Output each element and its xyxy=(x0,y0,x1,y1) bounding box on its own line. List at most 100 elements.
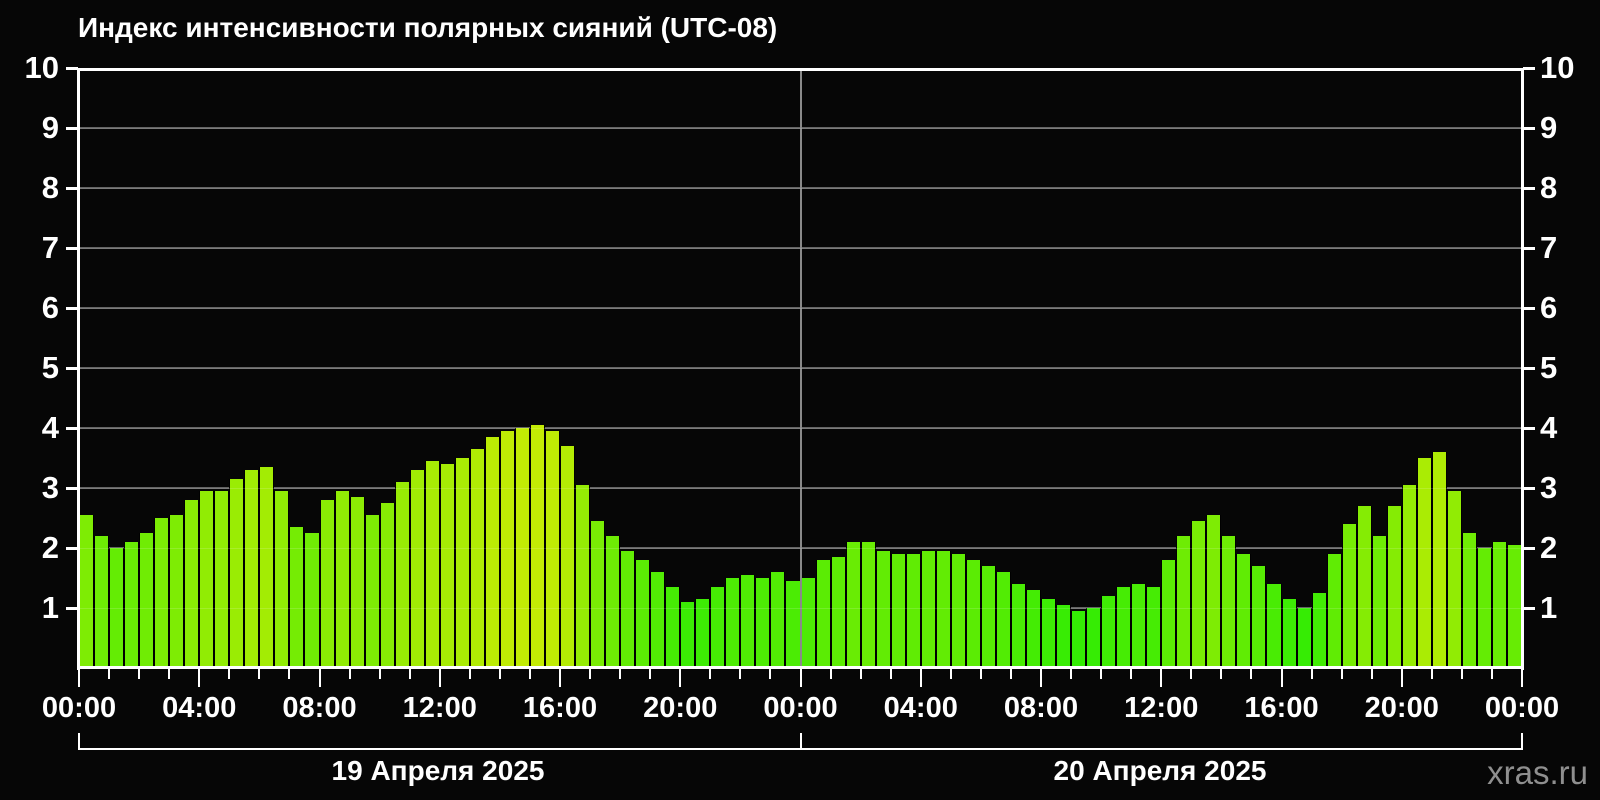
bar xyxy=(1041,599,1057,668)
x-axis-minor-tick xyxy=(288,669,291,679)
bar xyxy=(199,491,215,668)
y-axis-tick xyxy=(66,607,78,610)
bar xyxy=(529,425,545,668)
bar xyxy=(845,542,861,668)
x-axis-minor-tick xyxy=(889,669,892,679)
x-axis-label: 16:00 xyxy=(1244,692,1319,724)
bar xyxy=(995,572,1011,668)
y-axis-tick xyxy=(1523,487,1535,490)
y-axis-tick xyxy=(1523,427,1535,430)
x-axis-minor-tick xyxy=(1100,669,1103,679)
bar xyxy=(800,578,816,668)
plot-border-bottom xyxy=(79,666,1522,669)
x-axis-minor-tick xyxy=(769,669,772,679)
x-axis-label: 00:00 xyxy=(763,692,838,724)
bar xyxy=(1161,560,1177,668)
bar xyxy=(469,449,485,668)
x-axis-label: 04:00 xyxy=(162,692,237,724)
x-axis-label: 12:00 xyxy=(1124,692,1199,724)
bar xyxy=(980,566,996,668)
y-axis-tick xyxy=(1523,607,1535,610)
bar xyxy=(725,578,741,668)
x-axis-label: 16:00 xyxy=(522,692,598,724)
bar xyxy=(289,527,305,668)
bar xyxy=(1506,545,1522,668)
x-axis-major-tick xyxy=(919,669,922,687)
x-axis-major-tick xyxy=(679,669,682,687)
y-axis-label: 2 xyxy=(1540,530,1558,565)
x-axis-minor-tick xyxy=(228,669,231,679)
bar xyxy=(785,581,801,668)
y-axis-label: 1 xyxy=(41,590,59,625)
bar xyxy=(394,482,410,668)
bar xyxy=(79,515,95,668)
x-axis-major-tick xyxy=(1280,669,1283,687)
bar xyxy=(1296,608,1312,668)
bar xyxy=(1416,458,1432,668)
x-axis-minor-tick xyxy=(649,669,652,679)
bar xyxy=(484,437,500,668)
bar xyxy=(1010,584,1026,668)
y-axis-label: 2 xyxy=(41,530,59,565)
x-axis-minor-tick xyxy=(1430,669,1433,679)
y-axis-tick xyxy=(66,547,78,550)
bar xyxy=(1236,554,1252,668)
x-axis-major-tick xyxy=(799,669,802,687)
bar xyxy=(935,551,951,668)
bar xyxy=(1025,590,1041,668)
bar xyxy=(770,572,786,668)
x-axis-minor-tick xyxy=(168,669,171,679)
x-axis-minor-tick xyxy=(1490,669,1493,679)
y-axis-tick xyxy=(1523,127,1535,130)
bar xyxy=(1476,548,1492,668)
x-axis-minor-tick xyxy=(408,669,411,679)
x-axis-minor-tick xyxy=(739,669,742,679)
x-axis-label: 04:00 xyxy=(883,692,958,724)
bar xyxy=(1341,524,1357,668)
bar xyxy=(575,485,591,668)
bar xyxy=(1146,587,1162,668)
gridline-overlay xyxy=(79,368,1522,369)
bar xyxy=(184,500,200,668)
y-axis-label: 8 xyxy=(1540,170,1558,205)
gridline-overlay xyxy=(79,488,1522,489)
bar xyxy=(605,536,621,668)
y-axis-label: 10 xyxy=(1540,50,1575,85)
x-axis-minor-tick xyxy=(1130,669,1133,679)
x-axis-minor-tick xyxy=(1220,669,1223,679)
bar xyxy=(1371,536,1387,668)
bar xyxy=(650,572,666,668)
plot-border-left xyxy=(77,68,80,670)
x-axis-minor-tick xyxy=(829,669,832,679)
y-axis-label: 6 xyxy=(1540,290,1558,325)
x-axis-label: 08:00 xyxy=(282,692,357,724)
day-separator-line xyxy=(799,68,802,684)
y-axis-label: 10 xyxy=(24,50,59,85)
y-axis-tick xyxy=(1523,187,1535,190)
bar xyxy=(890,554,906,668)
y-axis-tick xyxy=(1523,67,1535,70)
bar xyxy=(815,560,831,668)
gridline-overlay xyxy=(79,428,1522,429)
bar xyxy=(1206,515,1222,668)
y-axis-tick xyxy=(66,487,78,490)
x-axis-minor-tick xyxy=(949,669,952,679)
x-axis-label: 12:00 xyxy=(402,692,477,724)
bar xyxy=(1221,536,1237,668)
bar xyxy=(1056,605,1072,668)
y-axis-label: 9 xyxy=(1540,110,1558,145)
x-axis-minor-tick xyxy=(1009,669,1012,679)
y-axis-label: 5 xyxy=(1540,350,1558,385)
x-axis-minor-tick xyxy=(619,669,622,679)
y-axis-label: 3 xyxy=(1540,470,1558,505)
bar xyxy=(439,464,455,668)
bar xyxy=(109,548,125,668)
x-axis-minor-tick xyxy=(979,669,982,679)
x-axis-minor-tick xyxy=(378,669,381,679)
bar xyxy=(334,491,350,668)
y-axis-tick xyxy=(66,127,78,130)
y-axis-label: 4 xyxy=(1540,410,1558,445)
date-label-day1: 19 Апреля 2025 xyxy=(331,755,545,786)
bar xyxy=(635,560,651,668)
x-axis-major-tick xyxy=(1160,669,1163,687)
